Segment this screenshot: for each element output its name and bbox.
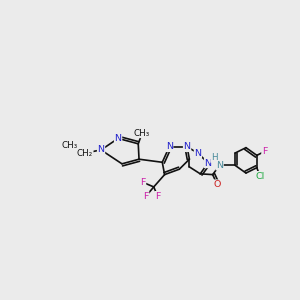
Text: N: N: [115, 134, 122, 143]
Text: F: F: [143, 192, 149, 201]
Text: N: N: [98, 146, 105, 154]
Text: F: F: [155, 192, 160, 201]
Text: N: N: [205, 158, 212, 167]
Text: F: F: [262, 147, 267, 156]
Text: CH₃: CH₃: [134, 128, 150, 137]
Text: O: O: [214, 180, 221, 189]
Text: CH₂: CH₂: [77, 148, 93, 158]
Text: H: H: [211, 153, 217, 162]
Text: N: N: [194, 148, 201, 158]
Text: CH₃: CH₃: [61, 141, 77, 150]
Text: N: N: [184, 142, 190, 152]
Text: F: F: [140, 178, 145, 187]
Text: Cl: Cl: [255, 172, 265, 181]
Text: N: N: [166, 142, 173, 152]
Text: N: N: [216, 161, 223, 170]
